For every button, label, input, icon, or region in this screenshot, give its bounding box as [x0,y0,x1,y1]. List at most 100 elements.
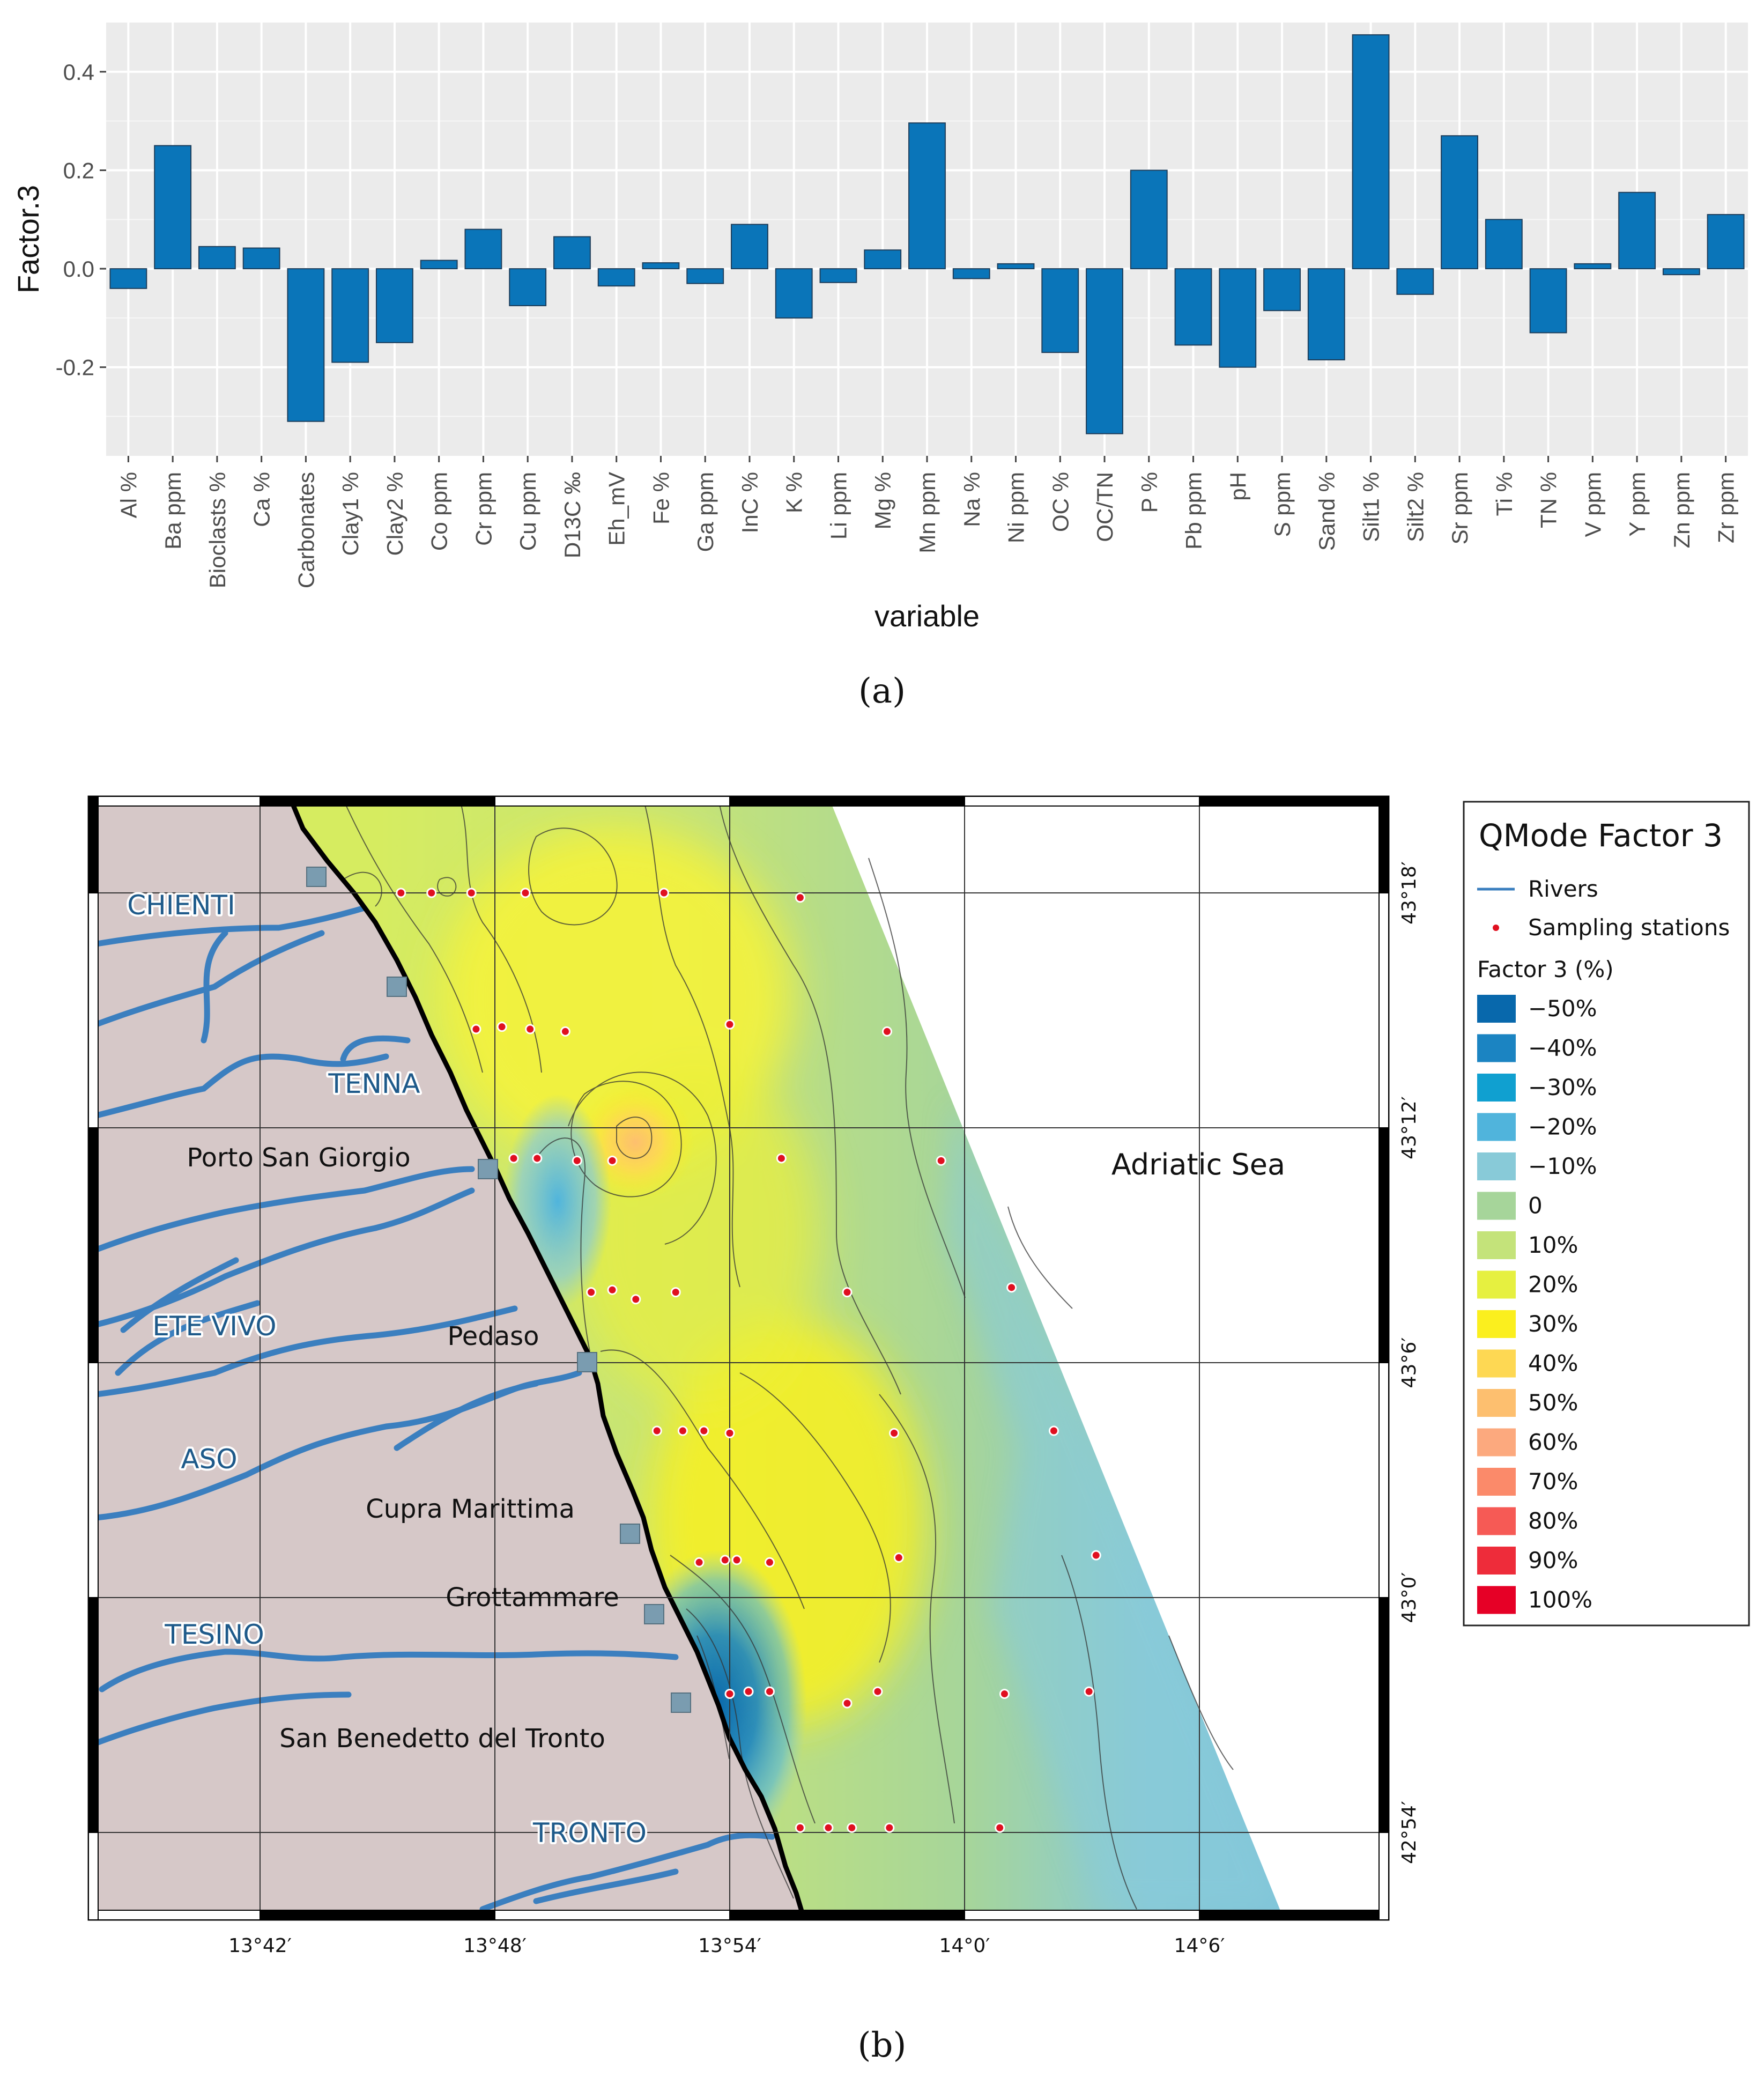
town-label: San Benedetto del Tronto [279,1724,605,1754]
x-tick-label: Na % [959,472,984,527]
legend-class-label: 90% [1528,1547,1578,1573]
sampling-station [426,888,437,898]
contour-line [1007,1206,1073,1309]
river-line [93,1166,475,1253]
bar-tn [1529,268,1567,334]
bar-p [1130,169,1168,270]
town-label: Pedaso [447,1321,539,1351]
legend-classes: −50% −40% −30% −20% −10% 0 10% 20% 30% 40% 50% 60% 7… [1477,995,1597,1614]
bar-oc-tn [1086,268,1123,434]
bar-cu-ppm [509,268,547,306]
contour-line [437,877,457,897]
legend-class-label: 100% [1528,1587,1592,1613]
sampling-station [471,1024,481,1034]
contour-line [879,1394,955,1824]
legend-swatch [1477,1349,1516,1378]
town-labels: Porto San Giorgio Pedaso Cupra Marittima Gr… [187,1143,619,1754]
bar-k [775,268,813,319]
bar-v-ppm [1574,263,1612,270]
sampling-station [764,1557,775,1568]
bar-ba-ppm [154,145,192,270]
contours [343,799,1234,1910]
legend-swatch [1477,1468,1516,1496]
sampling-station [1048,1425,1059,1436]
lat-tick-label: 43°6′ [1398,1337,1420,1388]
river-line [340,1035,411,1062]
x-tick-label: K % [782,472,807,513]
frame-bar-left [88,1362,99,1598]
sampling-station [889,1428,900,1438]
legend-swatch [1477,1231,1516,1259]
sampling-stations [396,888,1101,1833]
legend-swatch [1477,1428,1516,1457]
sampling-station [694,1557,705,1568]
bar-s-ppm [1263,268,1301,312]
x-tick-label: Clay2 % [382,472,407,556]
sampling-station [842,1698,853,1709]
x-tick-label: Silt1 % [1359,472,1384,542]
river-line [93,903,373,947]
sea-label: Adriatic Sea [1111,1148,1285,1181]
lon-tick-label: 13°48′ [463,1935,527,1957]
lon-tick-label: 14°0′ [939,1935,990,1957]
contour-line [528,827,618,926]
x-tick-label: D13C ‰ [560,472,585,558]
bar-ga-ppm [686,268,724,284]
legend-class-label: 20% [1528,1272,1578,1298]
town-marker [306,867,327,887]
y-tick-label: 0.4 [63,60,94,85]
river-line [115,1300,261,1376]
x-tick-label: Mg % [870,472,895,529]
frame-bar-bottom [1199,1910,1389,1920]
x-tick-label: Sr ppm [1447,472,1472,544]
bar-co-ppm [420,260,458,270]
map-tick-labels: 13°42′ 13°48′ 13°54′ 14°0′ 14°6′ 43°18′ 43°12′… [228,861,1420,1957]
contour-line [600,1349,805,1609]
map-legend: QMode Factor 3 Rivers Sampling stations … [1463,801,1750,1627]
x-tick-label: Ca % [249,472,275,527]
x-tick-label: TN % [1536,472,1561,528]
bar-na [952,268,990,279]
legend-class-label: −30% [1528,1074,1597,1100]
lon-tick-label: 14°6′ [1174,1935,1225,1957]
sampling-station [658,888,669,898]
bar-ni-ppm [997,263,1035,270]
y-ticks: -0.2 0.0 0.2 0.4 [56,60,106,380]
contour-line [343,871,382,907]
bar-silt2 [1396,268,1434,295]
map-grid [88,796,1389,1920]
river-line [93,1053,389,1119]
sampling-station [743,1686,754,1697]
contour-line [616,1117,653,1159]
sampling-station [881,1026,892,1037]
sampling-station [847,1822,857,1833]
sampling-station [724,1689,735,1699]
sampling-station [776,1153,787,1164]
sampling-station [699,1425,709,1436]
frame-bar-right [1378,892,1389,1128]
frame-bar-left [88,1832,99,1920]
river-line [201,930,228,1044]
legend-swatch [1477,1389,1516,1417]
contour-line [343,799,483,1073]
x-tick-label: Ga ppm [693,472,718,552]
sampling-station [631,1294,641,1305]
frame-bar-bottom [729,1910,965,1920]
sampling-station [532,1153,543,1164]
bar-li-ppm [819,268,857,283]
bar-fe [642,262,680,270]
bar-inc [731,224,768,270]
contour-line [568,1071,717,1245]
sampling-station [720,1555,730,1565]
sampling-station [795,892,805,903]
sampling-station [1084,1686,1094,1697]
contour-line [536,1137,590,1352]
sampling-station [1091,1550,1101,1561]
contour-line [868,858,966,1298]
sampling-station [724,1019,735,1030]
bar-al [109,268,147,289]
legend-class-label: 40% [1528,1350,1578,1377]
bar-sr-ppm [1441,135,1479,270]
x-tick-label: Bioclasts % [205,472,230,588]
x-tick-label: Clay1 % [338,472,363,556]
